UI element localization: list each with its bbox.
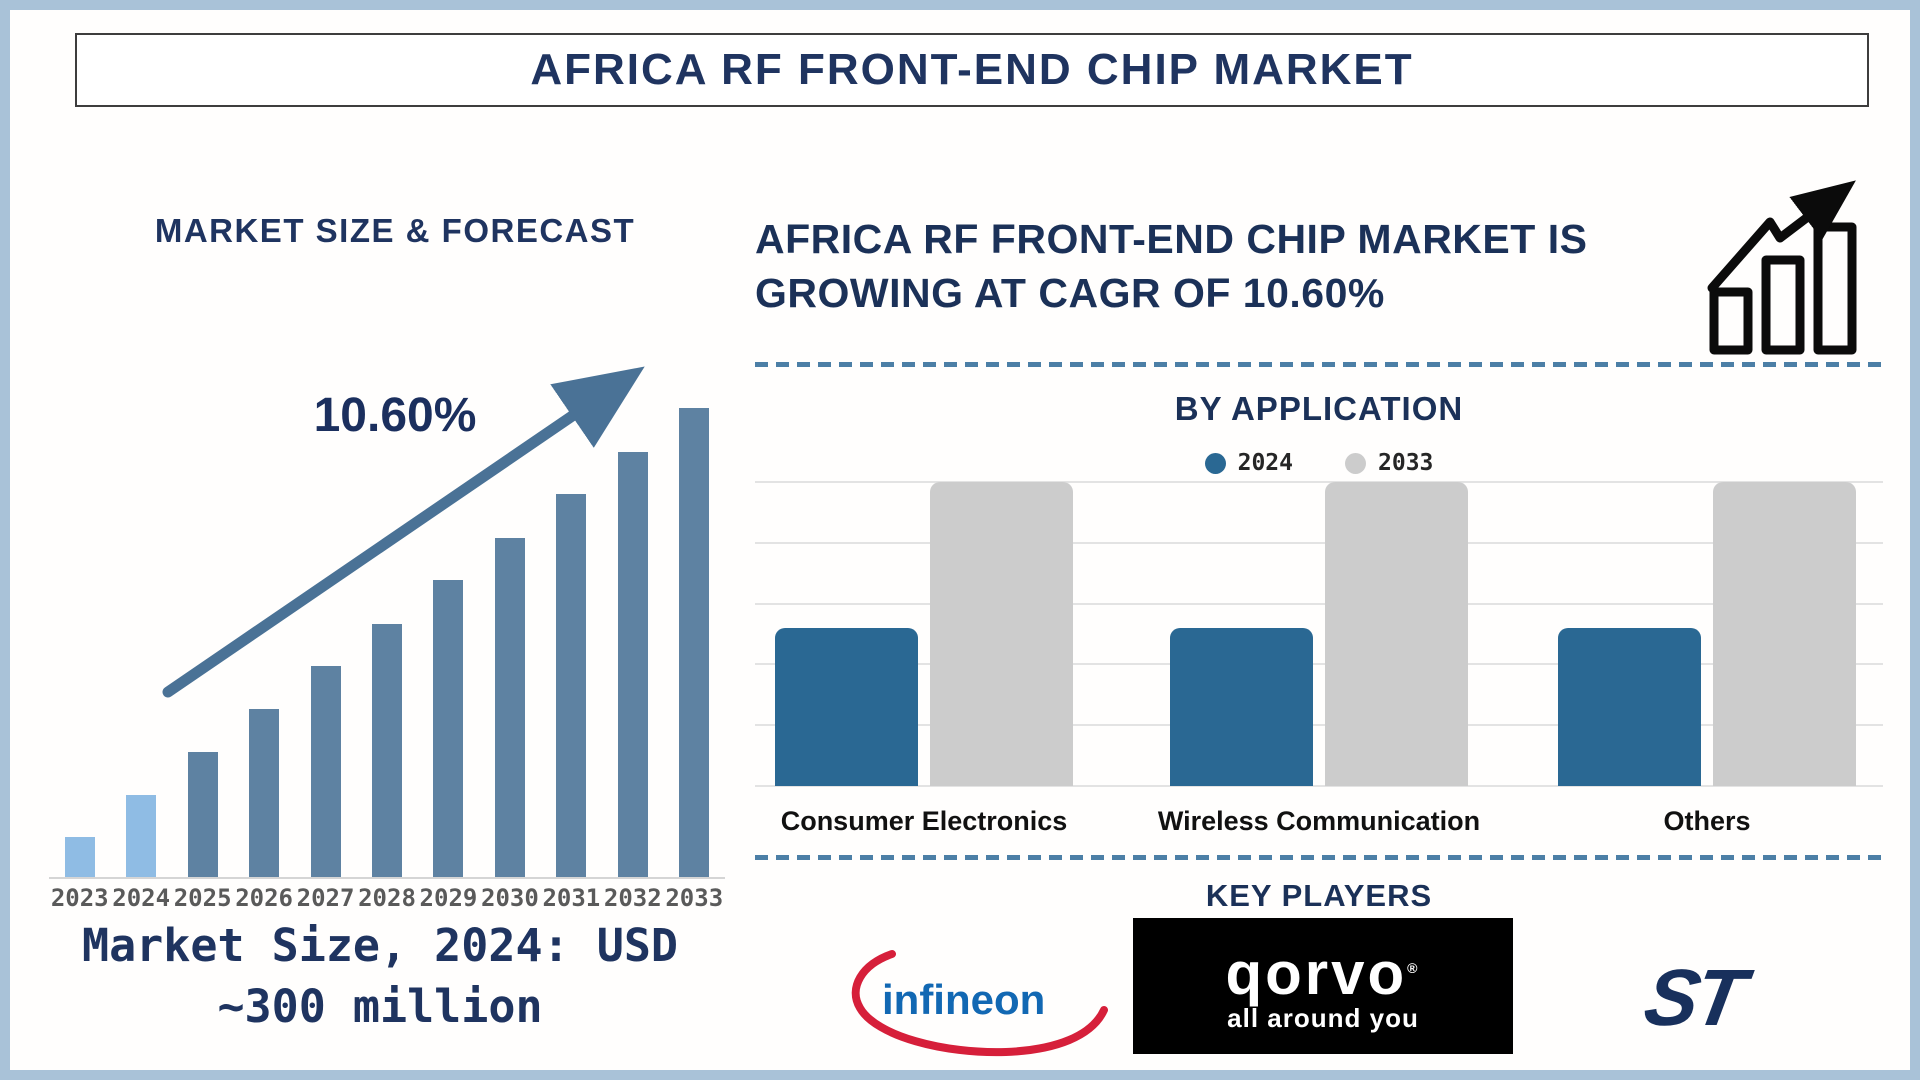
market-size-line2: ~300 million — [217, 980, 543, 1033]
forecast-bar-column-2029 — [418, 400, 479, 877]
year-label-2030: 2030 — [481, 884, 539, 912]
year-label-2027: 2027 — [296, 884, 355, 912]
market-size-line1: Market Size, 2024: USD — [81, 919, 679, 972]
forecast-bar-2027 — [310, 666, 341, 877]
app-chart-gridline — [755, 541, 1883, 544]
app-chart-gridline — [755, 663, 1883, 666]
forecast-section-title: MARKET SIZE & FORECAST — [154, 212, 636, 249]
application-category-labels: Consumer Electronics Wireless Communicati… — [755, 806, 1883, 846]
forecast-bar-column-2031 — [541, 400, 602, 877]
infographic-canvas: AFRICA RF FRONT-END CHIP MARKET MARKET S… — [10, 10, 1910, 1070]
infineon-logo: infineon — [848, 948, 1120, 1058]
forecast-bar-column-2030 — [479, 400, 540, 877]
year-label-2025: 2025 — [173, 884, 232, 912]
app-bar-group-3 — [1558, 482, 1856, 786]
app-bar-2033-3 — [1713, 482, 1856, 786]
forecast-bar-column-2025 — [172, 400, 233, 877]
app-chart-gridline — [755, 785, 1883, 787]
year-label-2026: 2026 — [235, 884, 293, 912]
qorvo-logo-text: qorvo® — [1225, 939, 1421, 1007]
app-bar-2024-2 — [1170, 627, 1313, 786]
legend-item-2033: 2033 — [1345, 450, 1433, 476]
app-bar-2033-1 — [930, 482, 1073, 786]
app-bar-group-2 — [1170, 482, 1468, 786]
market-forecast-bar-chart — [49, 400, 725, 879]
infineon-logo-text: infineon — [882, 976, 1046, 1023]
st-logo-text: ST — [1638, 953, 1749, 1042]
forecast-year-axis: 2023 2024 2025 2026 2027 2028 2029 2030 2031 2032… — [49, 884, 725, 912]
app-category-label: Others — [1663, 806, 1751, 836]
cagr-value-label: 10.60% — [313, 389, 477, 442]
qorvo-logo: qorvo® all around you — [1133, 918, 1513, 1054]
market-size-callout: Market Size, 2024: USD ~300 million — [40, 915, 720, 1037]
legend-item-2024: 2024 — [1204, 450, 1293, 476]
forecast-bar-column-2028 — [356, 400, 417, 877]
year-label-2024: 2024 — [112, 884, 171, 912]
page-title: AFRICA RF FRONT-END CHIP MARKET — [530, 45, 1414, 94]
forecast-bar-2032 — [617, 452, 648, 877]
growth-chart-icon — [1707, 180, 1857, 355]
qorvo-tagline: all around you — [1227, 1002, 1419, 1033]
dashed-separator-bottom — [755, 855, 1883, 860]
by-application-bar-chart — [755, 481, 1883, 787]
st-logo: ST — [1608, 948, 1778, 1048]
dashed-separator-top — [755, 362, 1883, 367]
forecast-bar-2028 — [371, 624, 402, 877]
forecast-bar-2029 — [433, 580, 464, 877]
year-label-2023: 2023 — [50, 884, 109, 912]
growth-headline-line2: GROWING AT CAGR OF 10.60% — [755, 270, 1385, 316]
legend-label-2033: 2033 — [1378, 450, 1434, 476]
app-bar-2033-2 — [1325, 482, 1468, 786]
key-players-title: KEY PLAYERS — [1205, 878, 1433, 913]
app-chart-gridline — [755, 602, 1883, 605]
application-chart-legend: 2024 2033 — [755, 450, 1883, 476]
forecast-bar-2031 — [556, 494, 587, 877]
qorvo-trademark: ® — [1407, 959, 1421, 976]
year-label-2033: 2033 — [665, 884, 724, 912]
legend-label-2024: 2024 — [1237, 450, 1293, 476]
forecast-bar-column-2032 — [602, 400, 663, 877]
forecast-bar-column-2033 — [664, 400, 725, 877]
app-bar-2024-3 — [1558, 627, 1701, 786]
legend-dot-2024-icon — [1204, 452, 1226, 474]
title-banner: AFRICA RF FRONT-END CHIP MARKET — [75, 33, 1869, 107]
forecast-bar-2033 — [679, 408, 710, 877]
legend-dot-2033-icon — [1345, 452, 1366, 474]
forecast-bar-2026 — [249, 709, 280, 877]
by-application-title: BY APPLICATION — [1174, 390, 1464, 427]
trend-arrow-icon — [162, 366, 645, 698]
app-chart-gridline — [755, 481, 1883, 483]
infineon-swoosh-icon — [851, 950, 1108, 1057]
forecast-bar-column-2023 — [49, 400, 110, 877]
year-label-2029: 2029 — [419, 884, 478, 912]
growth-headline: AFRICA RF FRONT-END CHIP MARKET IS GROWI… — [755, 212, 1675, 320]
app-bar-group-1 — [775, 482, 1073, 786]
forecast-bar-2025 — [187, 752, 218, 877]
forecast-bar-2024 — [126, 795, 157, 877]
year-label-2032: 2032 — [603, 884, 662, 912]
forecast-bar-2030 — [494, 538, 525, 877]
app-category-label: Consumer Electronics — [780, 806, 1068, 836]
year-label-2028: 2028 — [358, 884, 416, 912]
forecast-bar-column-2026 — [233, 400, 294, 877]
app-chart-gridline — [755, 724, 1883, 727]
app-category-label: Wireless Communication — [1157, 806, 1481, 836]
app-bar-2024-1 — [775, 627, 918, 786]
forecast-bar-column-2027 — [295, 400, 356, 877]
growth-headline-line1: AFRICA RF FRONT-END CHIP MARKET IS — [755, 216, 1588, 262]
year-label-2031: 2031 — [542, 884, 601, 912]
forecast-bar-column-2024 — [110, 400, 171, 877]
forecast-bar-2023 — [64, 837, 95, 877]
